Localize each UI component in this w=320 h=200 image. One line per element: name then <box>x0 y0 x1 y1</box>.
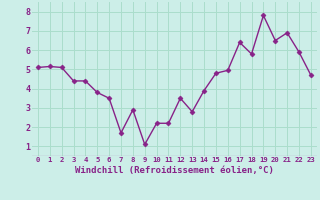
X-axis label: Windchill (Refroidissement éolien,°C): Windchill (Refroidissement éolien,°C) <box>75 166 274 175</box>
